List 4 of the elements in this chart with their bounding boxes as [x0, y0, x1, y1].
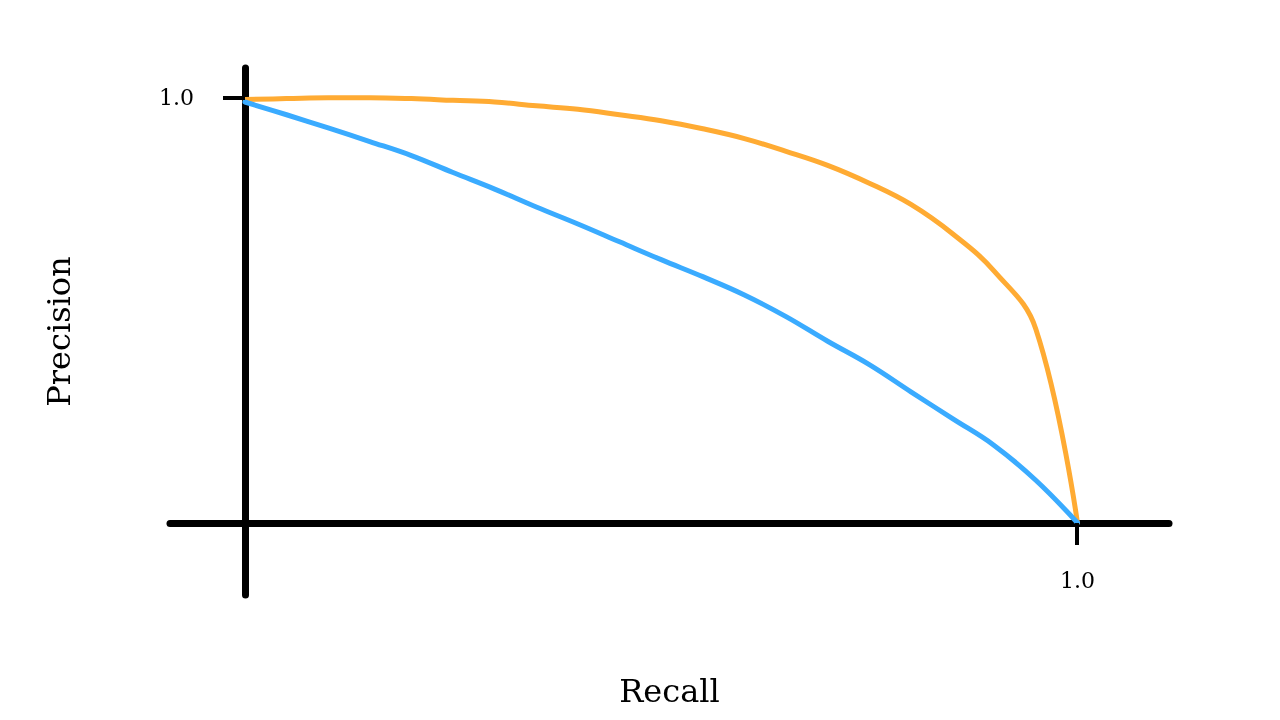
text: 1.0: [159, 85, 194, 111]
text: 1.0: [1059, 567, 1095, 593]
y-axis-title: Precision: [40, 256, 78, 407]
x-axis-title: Recall: [619, 672, 720, 710]
